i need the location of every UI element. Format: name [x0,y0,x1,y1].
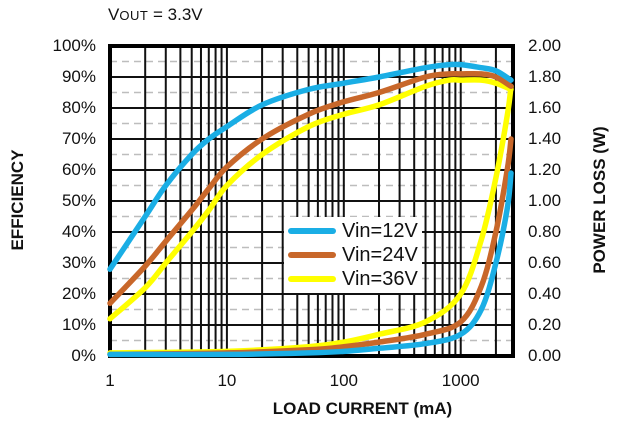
x-tick-label: 100 [329,371,358,390]
legend: Vin=12V Vin=24V Vin=36V [284,217,422,293]
title-v: V [108,5,120,24]
y2-tick-label: 2.00 [528,36,562,55]
power-loss-curve [107,170,514,358]
chart-title: VOUT = 3.3V [108,5,203,25]
legend-item: Vin=24V [288,243,418,267]
efficiency-curve [107,70,514,307]
y-tick-label: 20% [61,284,96,303]
plot-frame [108,44,515,358]
legend-swatch-36v [288,276,336,282]
y2-tick-label: 0.00 [528,346,562,365]
y-tick-label: 40% [61,222,96,241]
legend-swatch-12v [288,228,336,234]
y2-tick-label: 1.60 [528,98,562,117]
legend-item: Vin=12V [288,219,418,243]
x-tick-label: 1000 [441,371,480,390]
x-tick-label: 10 [217,371,237,390]
y2-tick-label: 0.80 [528,222,562,241]
efficiency-curve [107,76,514,322]
y-tick-label: 60% [61,160,96,179]
x-tick-label: 1 [105,371,115,390]
y2-tick-label: 1.20 [528,160,562,179]
y2-tick-label: 0.60 [528,253,562,272]
y-tick-label: 90% [61,67,96,86]
y2-tick-label: 1.80 [528,67,562,86]
title-subscript: OUT [119,8,149,23]
y-tick-label: 0% [71,346,96,365]
y2-tick-label: 1.00 [528,191,562,210]
y-tick-label: 70% [61,129,96,148]
y-tick-label: 80% [61,98,96,117]
y-tick-label: 10% [61,315,96,334]
y-axis-right-label: POWER LOSS (W) [590,126,609,274]
legend-label: Vin=12V [342,219,418,242]
legend-label: Vin=24V [342,243,418,266]
y2-tick-label: 1.40 [528,129,562,148]
title-value: = 3.3V [148,5,203,24]
y2-tick-label: 0.40 [528,284,562,303]
y-tick-label: 50% [61,191,96,210]
y-tick-label: 30% [61,253,96,272]
y2-tick-label: 0.20 [528,315,562,334]
legend-swatch-24v [288,252,336,258]
legend-label: Vin=36V [342,267,418,290]
y-axis-left-label: EFFICIENCY [8,149,27,251]
legend-item: Vin=36V [288,267,418,291]
efficiency-curve [107,61,514,272]
x-axis-label: LOAD CURRENT (mA) [272,399,453,418]
y-tick-label: 100% [52,36,96,55]
